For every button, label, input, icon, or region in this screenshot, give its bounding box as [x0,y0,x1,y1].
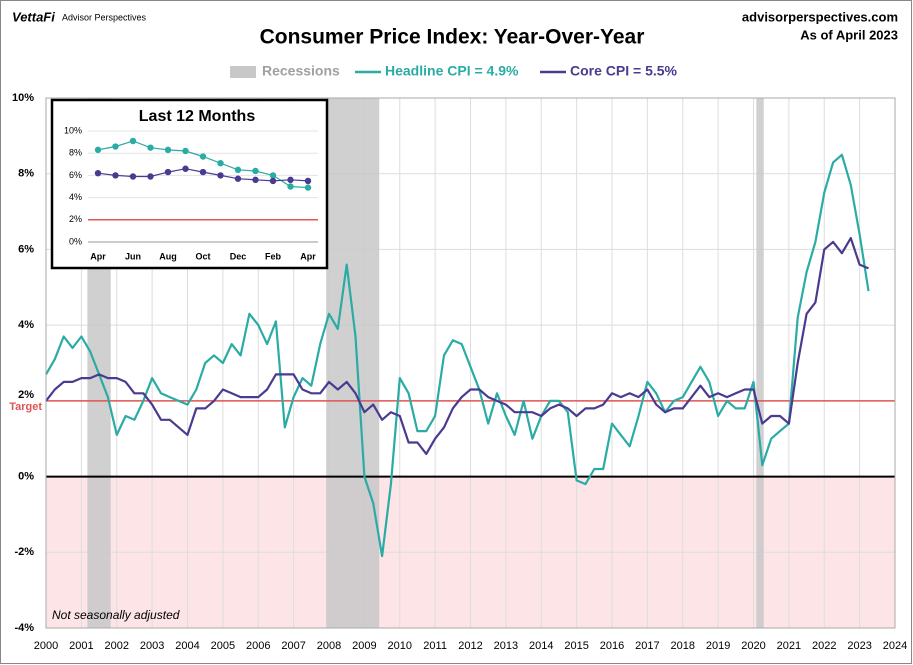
legend-label: Recessions [262,63,340,79]
site: advisorperspectives.com [742,9,898,24]
x-tick-label: 2014 [529,640,553,652]
x-tick-label: Apr [300,251,316,261]
series-line [45,237,869,455]
chart-title: Consumer Price Index: Year-Over-Year [260,26,645,49]
series-point [199,168,207,176]
inset-title: Last 12 Months [139,108,256,125]
x-tick-label: 2020 [741,640,765,652]
series-point [129,137,137,145]
series-point [252,176,259,184]
series-point [269,172,277,179]
x-tick-label: 2012 [458,640,482,652]
y-tick-label: 0% [18,470,34,482]
x-tick-label: Feb [265,251,282,261]
x-tick-label: 2015 [564,640,588,652]
y-tick-label: 4% [18,319,34,331]
series-point [234,175,242,182]
x-tick-label: Dec [230,251,247,261]
series-point [164,168,172,176]
series-point [129,173,137,180]
x-tick-label: 2010 [388,640,412,652]
series-point [182,165,189,172]
x-tick-label: 2022 [812,640,836,652]
legend-swatch [230,66,256,78]
series-point [182,147,189,155]
y-tick-label: -2% [14,546,34,558]
series-point [234,166,242,174]
annotation: Not seasonally adjusted [52,608,180,622]
series-point [199,153,207,160]
recession-band [326,98,380,628]
series-point [304,177,312,185]
y-tick-label: 2% [18,389,34,401]
x-tick-label: Jun [125,251,141,261]
target-label: Target [9,401,42,413]
y-tick-label: 4% [69,192,82,202]
series-point [217,159,224,167]
y-tick-label: 6% [69,170,82,180]
x-tick-label: 2002 [105,640,129,652]
x-tick-label: 2024 [883,640,907,652]
legend-label: Core CPI = 5.5% [570,63,678,79]
brand-sub: Advisor Perspectives [62,12,147,22]
series-point [112,172,119,179]
x-tick-label: 2008 [317,640,341,652]
y-tick-label: 8% [18,168,34,180]
series-point [252,167,259,175]
plot-border [45,97,896,629]
brand: VettaFi [12,9,55,24]
series-point [269,177,277,185]
series-point [94,169,102,177]
x-tick-label: Oct [195,251,210,261]
inset-box [50,98,329,270]
x-tick-label: 2001 [69,640,93,652]
x-tick-label: 2004 [175,640,199,652]
x-tick-label: 2016 [600,640,624,652]
series-point [287,183,294,190]
x-tick-label: 2007 [281,640,305,652]
y-tick-label: -4% [14,622,34,634]
legend-label: Headline CPI = 4.9% [385,63,519,79]
x-tick-label: 2005 [211,640,235,652]
series-line [45,153,870,558]
series-point [217,172,224,179]
series-point [164,146,172,154]
x-tick-label: 2021 [777,640,801,652]
series-point [147,144,154,151]
x-tick-label: 2018 [671,640,695,652]
x-tick-label: 2000 [34,640,58,652]
x-tick-label: 2013 [494,640,518,652]
series-point [94,146,102,154]
x-tick-label: 2009 [352,640,376,652]
y-tick-label: 10% [12,92,34,104]
y-tick-label: 8% [69,148,82,158]
y-tick-label: 6% [18,243,34,255]
x-tick-label: 2003 [140,640,164,652]
x-tick-label: Aug [159,251,177,261]
y-tick-label: 0% [69,236,82,246]
series-point [147,173,154,180]
as-of: As of April 2023 [800,27,898,42]
inset: Last 12 Months 0% 2% 4% 6% 8% 10% Apr Jun Aug Oct D… [50,98,329,270]
series-point [304,184,312,191]
x-tick-label: Apr [90,251,106,261]
series-point [112,143,119,150]
x-tick-label: 2006 [246,640,270,652]
y-tick-label: 10% [64,125,82,135]
x-tick-label: 2019 [706,640,730,652]
x-tick-label: 2023 [847,640,871,652]
recession-band [756,98,764,628]
x-tick-label: 2017 [635,640,659,652]
x-tick-label: 2011 [423,640,447,652]
series-point [287,176,294,184]
y-tick-label: 2% [69,214,82,224]
